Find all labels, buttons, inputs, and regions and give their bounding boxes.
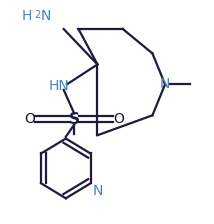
Text: HN: HN <box>49 79 70 93</box>
Text: O: O <box>113 112 124 126</box>
Text: N: N <box>40 9 51 23</box>
Text: N: N <box>160 77 170 91</box>
Text: 2: 2 <box>34 10 40 20</box>
Text: H: H <box>22 9 32 23</box>
Text: O: O <box>24 112 35 126</box>
Text: S: S <box>69 112 80 127</box>
Text: N: N <box>93 184 103 198</box>
